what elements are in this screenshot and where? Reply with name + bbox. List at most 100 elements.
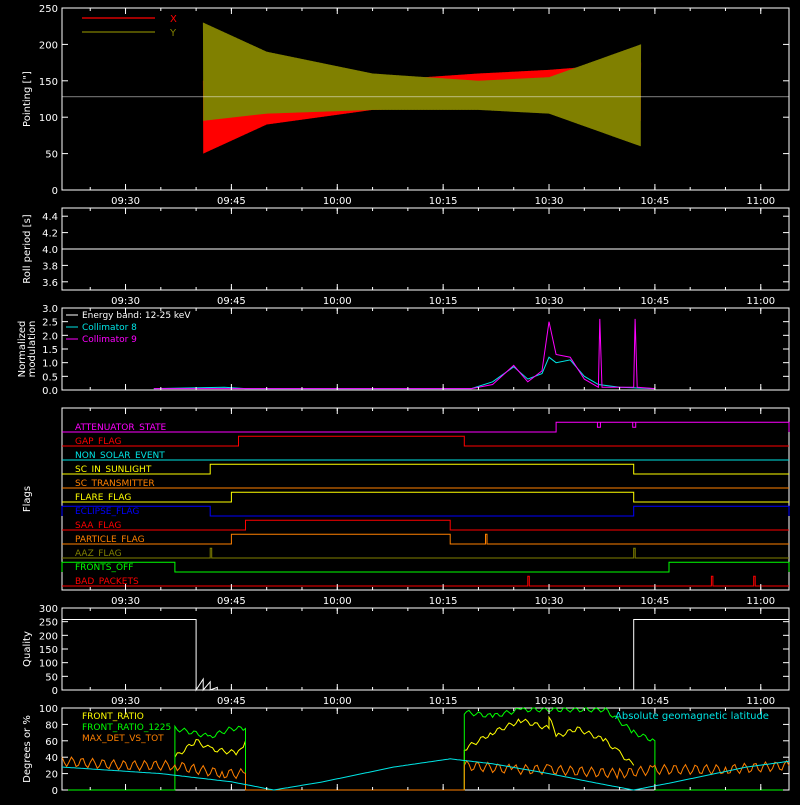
geomagnetic-legend-label: FRONT_RATIO: [82, 712, 144, 722]
modulation-ytick-label: 2.0: [42, 331, 58, 342]
flag-label-bad_packets: BAD_PACKETS: [75, 577, 139, 587]
series-max_det_vs_tot: [61, 756, 790, 791]
flag-label-non_solar_event: NON_SOLAR_EVENT: [75, 451, 165, 461]
modulation-ylabel: modulation: [27, 321, 38, 378]
pointing-xtick-label: 10:45: [640, 196, 669, 207]
flag-label-sc_in_sunlight: SC_IN_SUNLIGHT: [75, 465, 152, 475]
roll-ylabel: Roll period [s]: [22, 214, 33, 283]
flag-label-saa_flag: SAA_FLAG: [75, 521, 121, 531]
quality-ylabel: Quality: [22, 631, 33, 667]
roll-ytick-label: 3.8: [42, 261, 58, 272]
roll-ytick-label: 4.2: [42, 229, 58, 240]
quality-ytick-label: 300: [39, 604, 58, 615]
flags-xtick-label: 09:45: [217, 596, 246, 607]
roll-xtick-label: 09:45: [217, 296, 246, 307]
roll-ytick-label: 4.4: [42, 212, 58, 223]
quality-xtick-label: 10:30: [535, 696, 564, 707]
geomagnetic-ytick-label: 20: [45, 770, 58, 781]
pointing-xtick-label: 09:45: [217, 196, 246, 207]
flag-label-sc_transmitter: SC_TRANSMITTER: [75, 479, 155, 489]
modulation-legend-label: Energy band: 12-25 keV: [82, 311, 191, 321]
pointing-xtick-label: 10:15: [429, 196, 458, 207]
geomagnetic-ytick-label: 0: [52, 786, 58, 797]
quality-xtick-label: 11:00: [746, 696, 775, 707]
flag-gap_flag: [62, 435, 789, 447]
flags-frame: [61, 407, 790, 591]
geomagnetic-ylabel: Degrees or %: [22, 715, 33, 783]
quality-xtick-label: 10:45: [640, 696, 669, 707]
quality-line: [62, 619, 789, 692]
quality-xtick-label: 10:15: [429, 696, 458, 707]
quality-xtick-label: 09:45: [217, 696, 246, 707]
modulation-ytick-label: 0.5: [42, 372, 58, 383]
quality-xtick-label: 10:00: [323, 696, 352, 707]
flag-label-fronts_off: FRONTS_OFF: [75, 563, 133, 573]
quality-ytick-label: 50: [45, 672, 58, 683]
flag-attenuator_state: [62, 421, 790, 433]
pointing-xtick-label: 09:30: [111, 196, 140, 207]
flag-label-eclipse_flag: ECLIPSE_FLAG: [75, 507, 139, 517]
modulation-ylabel: Normalized: [17, 321, 28, 378]
pointing-frame: [61, 7, 790, 191]
flag-label-gap_flag: GAP_FLAG: [75, 437, 121, 447]
legend-label-y: Y: [169, 28, 177, 39]
geomagnetic-ytick-label: 80: [45, 720, 58, 731]
flag-saa_flag: [62, 519, 789, 531]
pointing-ytick-label: 200: [39, 40, 58, 51]
flag-sc_in_sunlight: [62, 463, 789, 475]
roll-xtick-label: 10:30: [535, 296, 564, 307]
geomagnetic-annotation: Absolute geomagnetic latitude: [615, 711, 769, 722]
modulation-ytick-label: 3.0: [42, 304, 58, 315]
flags-ylabel: Flags: [22, 486, 33, 512]
flag-label-particle_flag: PARTICLE_FLAG: [75, 535, 145, 545]
flags-xtick-label: 10:15: [429, 596, 458, 607]
flag-particle_flag: [62, 533, 789, 545]
pointing-ytick-label: 100: [39, 113, 58, 124]
pointing-ytick-label: 150: [39, 77, 58, 88]
flags-xtick-label: 11:00: [746, 596, 775, 607]
pointing-ytick-label: 250: [39, 4, 58, 15]
series-absolute-geomagnetic-latitude: [61, 758, 790, 791]
flags-xtick-label: 10:00: [323, 596, 352, 607]
flag-bad_packets: [62, 575, 789, 587]
modulation-legend-label: Collimator 9: [82, 335, 137, 345]
pointing-xtick-label: 11:00: [746, 196, 775, 207]
flag-dip: [596, 422, 601, 428]
roll-xtick-label: 11:00: [746, 296, 775, 307]
pointing-xtick-label: 10:00: [323, 196, 352, 207]
quality-ytick-label: 150: [39, 645, 58, 656]
modulation-ytick-label: 1.0: [42, 359, 58, 370]
modulation-ytick-label: 1.5: [42, 345, 58, 356]
flags-xtick-label: 09:30: [111, 596, 140, 607]
flag-dip: [632, 422, 637, 428]
series-y-line: [202, 22, 642, 147]
quality-frame: [61, 607, 790, 691]
series-front_ratio: [174, 715, 635, 791]
modulation-ytick-label: 0.0: [42, 386, 58, 397]
geomagnetic-ytick-label: 100: [39, 704, 58, 715]
geomagnetic-legend-label: MAX_DET_VS_TOT: [82, 734, 164, 744]
quality-xtick-label: 09:30: [111, 696, 140, 707]
modulation-ytick-label: 2.5: [42, 318, 58, 329]
flag-label-flare_flag: FLARE_FLAG: [75, 493, 131, 503]
pointing-ylabel: Pointing ["]: [22, 71, 33, 127]
flag-label-attenuator_state: ATTENUATOR_STATE: [75, 423, 167, 433]
roll-ytick-label: 4.0: [42, 245, 58, 256]
flag-aaz_flag: [62, 547, 789, 559]
pointing-xtick-label: 10:30: [535, 196, 564, 207]
quality-ytick-label: 200: [39, 631, 58, 642]
flag-label-aaz_flag: AAZ_FLAG: [75, 549, 122, 559]
roll-xtick-label: 10:45: [640, 296, 669, 307]
flag-flare_flag: [62, 491, 789, 503]
roll-xtick-label: 10:00: [323, 296, 352, 307]
geomagnetic-legend-label: FRONT_RATIO_1225: [82, 723, 171, 733]
flags-xtick-label: 10:45: [640, 596, 669, 607]
quality-ytick-label: 100: [39, 659, 58, 670]
series-collimator-9: [153, 318, 655, 390]
flag-fronts_off: [61, 561, 790, 573]
flag-eclipse_flag: [61, 505, 790, 517]
geomagnetic-ytick-label: 40: [45, 753, 58, 764]
geomagnetic-ytick-label: 60: [45, 737, 58, 748]
